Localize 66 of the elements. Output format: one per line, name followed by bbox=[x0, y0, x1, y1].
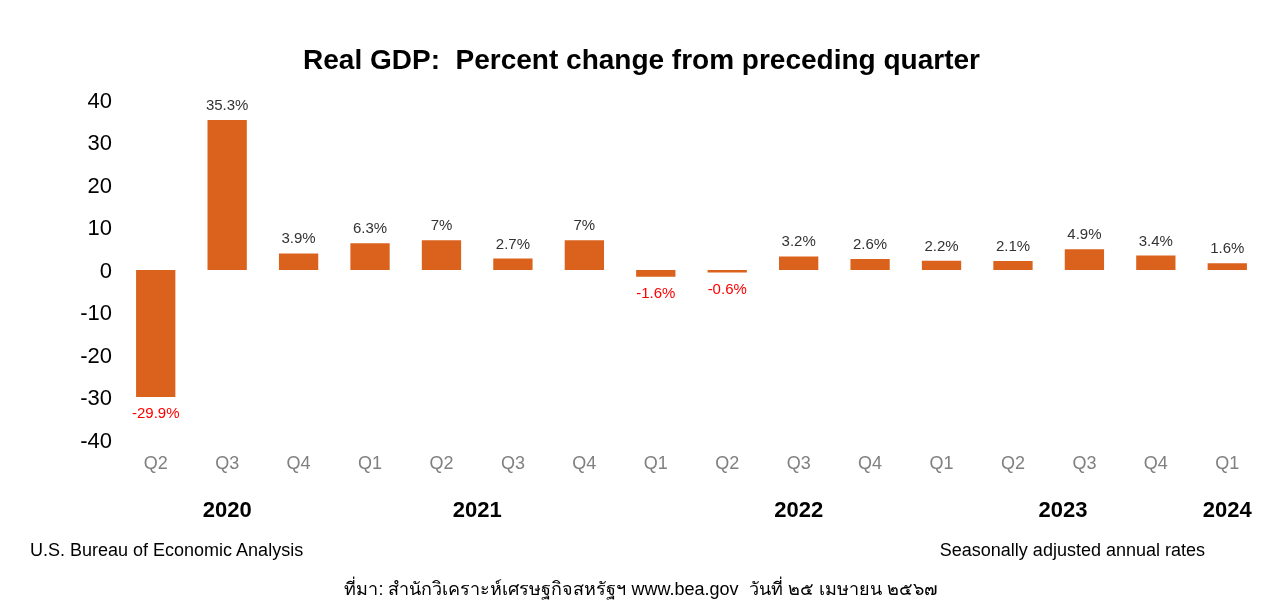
x-tick-label: Q2 bbox=[429, 453, 454, 473]
data-label: 2.1% bbox=[995, 237, 1031, 255]
text: 2023 bbox=[1038, 496, 1088, 522]
x-tick-label: Q1 bbox=[358, 453, 383, 473]
bar bbox=[779, 256, 819, 270]
x-tick-label: Q2 bbox=[715, 453, 740, 473]
bar bbox=[278, 253, 319, 270]
text: 2020 bbox=[202, 496, 252, 522]
bar bbox=[1136, 255, 1176, 270]
data-label: 2.7% bbox=[495, 234, 531, 252]
text: 2022 bbox=[774, 496, 824, 522]
x-tick-label: Q4 bbox=[1143, 453, 1168, 473]
x-tick-label: Q4 bbox=[858, 453, 883, 473]
bar bbox=[564, 240, 604, 270]
data-label: -0.6% bbox=[707, 279, 747, 297]
y-tick-label: 0 bbox=[99, 257, 112, 283]
bar bbox=[921, 260, 962, 270]
y-tick-label: -10 bbox=[80, 300, 112, 325]
y-tick-label: -20 bbox=[80, 342, 112, 368]
x-tick-label: Q3 bbox=[215, 453, 240, 473]
data-label: -29.9% bbox=[131, 404, 180, 422]
text: 2021 bbox=[452, 496, 502, 522]
data-label: 1.6% bbox=[1210, 239, 1245, 257]
data-label: 4.9% bbox=[1067, 225, 1102, 243]
bar bbox=[850, 258, 890, 270]
x-tick-label: Q2 bbox=[143, 453, 168, 473]
data-label: 2.6% bbox=[852, 234, 888, 252]
text: ที่มา: สำนักวิเคราะห์เศรษฐกิจสหรัฐฯ www.bea.gov วันที่ ๒๕ เมษายน ๒๕๖๗ bbox=[344, 576, 938, 600]
bar bbox=[993, 261, 1033, 270]
text: 2024 bbox=[1202, 496, 1253, 522]
bar bbox=[1064, 249, 1105, 270]
data-label: 7% bbox=[573, 216, 596, 234]
bar bbox=[136, 270, 176, 398]
data-label: 35.3% bbox=[205, 95, 249, 113]
y-tick-label: 20 bbox=[87, 172, 112, 198]
text: U.S. Bureau of Economic Analysis bbox=[30, 540, 304, 560]
bar bbox=[707, 270, 747, 273]
x-tick-label: Q3 bbox=[1072, 453, 1097, 473]
x-tick-label: Q3 bbox=[786, 453, 811, 473]
y-tick-label: 40 bbox=[87, 87, 112, 113]
y-tick-label: 30 bbox=[87, 130, 112, 155]
data-label: 3.2% bbox=[781, 232, 816, 250]
data-label: 3.4% bbox=[1138, 231, 1173, 249]
bar bbox=[493, 258, 533, 270]
y-tick-label: -30 bbox=[80, 385, 112, 410]
data-label: 3.9% bbox=[281, 229, 316, 247]
y-tick-label: 10 bbox=[87, 215, 112, 240]
data-label: 2.2% bbox=[924, 236, 959, 254]
chart-title: Real GDP: Percent change from preceding quarter bbox=[303, 43, 981, 75]
y-tick-label: -40 bbox=[80, 427, 112, 453]
bar bbox=[1207, 263, 1247, 270]
bar bbox=[350, 243, 390, 270]
bar bbox=[207, 119, 247, 270]
bar bbox=[421, 240, 462, 270]
x-tick-label: Q4 bbox=[286, 453, 311, 473]
x-tick-label: Q4 bbox=[572, 453, 597, 473]
x-tick-label: Q1 bbox=[1215, 453, 1240, 473]
x-tick-label: Q3 bbox=[500, 453, 525, 473]
data-label: 6.3% bbox=[352, 219, 388, 237]
data-label: -1.6% bbox=[636, 283, 676, 301]
text: Seasonally adjusted annual rates bbox=[939, 540, 1205, 560]
x-tick-label: Q1 bbox=[929, 453, 954, 473]
x-tick-label: Q1 bbox=[643, 453, 668, 473]
bar bbox=[636, 270, 676, 277]
data-label: 7% bbox=[430, 216, 453, 234]
x-tick-label: Q2 bbox=[1000, 453, 1025, 473]
